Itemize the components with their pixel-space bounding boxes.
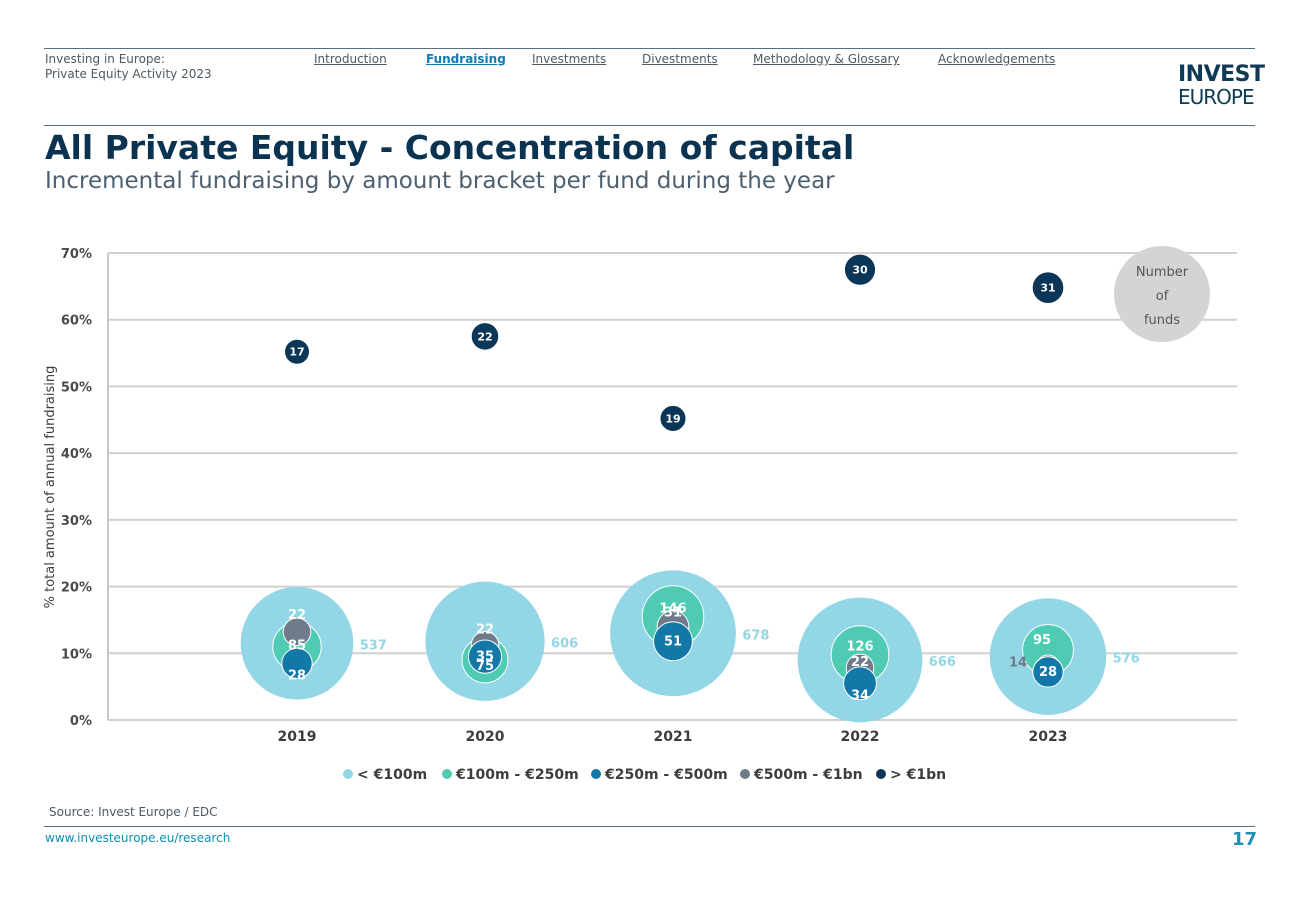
bubble-label: 22 — [477, 330, 492, 343]
bubble--1bn-2023 — [1031, 271, 1065, 304]
bubble-label: 35 — [476, 650, 494, 665]
bubble-label: 678 — [742, 628, 769, 643]
bubble-label: 51 — [664, 634, 682, 649]
bubble-label: 31 — [664, 606, 682, 621]
legend-label: €250m - €500m — [604, 767, 728, 783]
bubble-label: 28 — [288, 668, 306, 683]
bubble-size-legend-label: of — [1156, 289, 1169, 304]
legend-label: > €1bn — [890, 767, 946, 783]
document-title: Investing in Europe: Private Equity Acti… — [45, 52, 212, 82]
legend-label: €500m - €1bn — [753, 767, 863, 783]
y-tick-label: 30% — [61, 514, 92, 529]
x-tick-label: 2021 — [654, 729, 693, 745]
nav-link-divestments[interactable]: Divestments — [642, 52, 718, 66]
bubble-label: 126 — [846, 640, 873, 655]
page-subtitle: Incremental fundraising by amount bracke… — [45, 168, 835, 194]
y-tick-label: 0% — [70, 714, 92, 729]
invest-europe-logo[interactable]: INVEST EUROPE — [1178, 62, 1265, 109]
bubble--250m-500m-2022 — [843, 666, 877, 701]
nav-link-fundraising[interactable]: Fundraising — [426, 52, 506, 66]
nav-link-methodology-glossary[interactable]: Methodology & Glossary — [753, 52, 900, 66]
bubble-label: 576 — [1113, 652, 1140, 667]
bubble-label: 75 — [476, 659, 494, 674]
bubble--1bn-2020 — [470, 322, 500, 351]
x-tick-label: 2020 — [466, 729, 505, 745]
legend-label: €100m - €250m — [455, 767, 579, 783]
logo-line1: INVEST — [1178, 62, 1265, 87]
nav-link-acknowledgements[interactable]: Acknowledgements — [938, 52, 1056, 66]
source-note: Source: Invest Europe / EDC — [49, 805, 218, 819]
page-number: 17 — [1232, 829, 1258, 850]
y-tick-label: 70% — [61, 247, 92, 262]
legend-label: < €100m — [357, 767, 427, 783]
bubble--1bn-2021 — [659, 404, 687, 432]
bubble-label: 606 — [551, 636, 578, 651]
y-tick-label: 10% — [61, 647, 92, 662]
bubble--1bn-2019 — [284, 338, 310, 365]
bubble-label: 95 — [1033, 633, 1051, 648]
bubble-label: 22 — [288, 608, 306, 623]
bubble-label: 146 — [659, 602, 686, 617]
legend-marker — [876, 769, 886, 779]
bubble--250m-500m-2020 — [467, 639, 503, 674]
bubble-label: 537 — [360, 638, 387, 653]
legend-marker — [343, 769, 353, 779]
y-tick-label: 60% — [61, 314, 92, 329]
legend-marker — [591, 769, 601, 779]
bubble-label: 22 — [851, 655, 869, 670]
bubble--250m-500m-2023 — [1032, 656, 1064, 688]
bubble--250m-500m-2021 — [653, 621, 693, 662]
bubble-label: 85 — [288, 639, 306, 654]
bubble-label: 31 — [1040, 282, 1055, 295]
y-tick-label: 50% — [61, 380, 92, 395]
nav-link-investments[interactable]: Investments — [532, 52, 607, 66]
bubble-label: 17 — [289, 346, 304, 359]
y-axis-title: % total amount of annual fundraising — [43, 366, 58, 609]
bubble-label: 19 — [665, 412, 680, 425]
bubble-label: 22 — [476, 622, 494, 637]
logo-line2: EUROPE — [1178, 85, 1255, 109]
document-title-line1: Investing in Europe: — [45, 52, 165, 66]
bubble-label: 666 — [929, 655, 956, 670]
bubble-label: 14 — [1009, 656, 1027, 671]
bubble-label: 30 — [852, 264, 868, 277]
footer-rule — [44, 826, 1255, 827]
x-tick-label: 2019 — [278, 729, 317, 745]
bubble-label: 28 — [1039, 665, 1057, 680]
bubble-chart: 0% 10% 20% 30% 40% 50% 60% 70% % total amount of… — [43, 246, 1237, 783]
legend-marker — [442, 769, 452, 779]
bubble-size-legend-label: Number — [1136, 265, 1189, 280]
bubble--250m-500m-2019 — [281, 647, 313, 679]
bubble-size-legend-label: funds — [1144, 313, 1180, 328]
bubble--500m-1bn-2019 — [282, 617, 312, 647]
legend-marker — [740, 769, 750, 779]
footer-url-link[interactable]: www.investeurope.eu/research — [45, 831, 231, 845]
header-top-rule — [44, 48, 1255, 49]
y-tick-label: 20% — [61, 581, 92, 596]
bubble--1bn-2022 — [843, 253, 877, 286]
bubble-size-legend-circle — [1114, 246, 1210, 342]
y-tick-label: 40% — [61, 447, 92, 462]
document-title-line2: Private Equity Activity 2023 — [45, 67, 212, 81]
bubble-label: 34 — [851, 688, 869, 703]
header-bottom-rule — [44, 125, 1255, 126]
x-tick-label: 2022 — [841, 729, 880, 745]
nav-link-introduction[interactable]: Introduction — [314, 52, 387, 66]
page-title: All Private Equity - Concentration of ca… — [45, 128, 855, 167]
x-tick-label: 2023 — [1029, 729, 1068, 745]
